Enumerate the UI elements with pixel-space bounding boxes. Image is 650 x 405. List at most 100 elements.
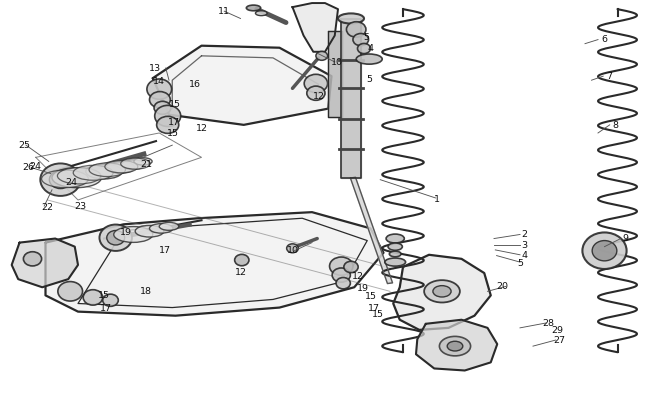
Polygon shape: [416, 320, 497, 371]
Ellipse shape: [23, 252, 42, 266]
Ellipse shape: [57, 168, 101, 185]
Ellipse shape: [389, 252, 401, 257]
Text: 4: 4: [367, 44, 374, 53]
Text: 9: 9: [622, 233, 629, 242]
Ellipse shape: [304, 75, 328, 94]
Ellipse shape: [358, 44, 370, 54]
Ellipse shape: [344, 262, 358, 273]
Ellipse shape: [246, 6, 261, 12]
Ellipse shape: [433, 286, 451, 297]
Text: 12: 12: [196, 124, 207, 132]
Ellipse shape: [159, 223, 179, 231]
Ellipse shape: [52, 168, 101, 188]
Text: 10: 10: [331, 58, 343, 66]
Text: 2: 2: [521, 230, 528, 239]
Polygon shape: [153, 47, 332, 126]
Ellipse shape: [386, 234, 404, 243]
Ellipse shape: [86, 165, 122, 179]
Ellipse shape: [99, 225, 132, 251]
Polygon shape: [328, 32, 342, 117]
Text: 17: 17: [159, 246, 170, 255]
Ellipse shape: [73, 166, 113, 181]
Ellipse shape: [336, 278, 350, 289]
Text: 15: 15: [169, 100, 181, 109]
Text: 23: 23: [75, 201, 86, 210]
Ellipse shape: [122, 160, 145, 170]
Text: 24: 24: [66, 178, 77, 187]
Ellipse shape: [150, 224, 173, 234]
Ellipse shape: [157, 117, 179, 134]
Text: 27: 27: [553, 335, 565, 344]
Text: 3: 3: [521, 240, 528, 249]
Text: 19: 19: [120, 227, 132, 236]
Text: 4: 4: [521, 250, 528, 259]
Text: 17: 17: [168, 118, 180, 127]
Text: 26: 26: [23, 162, 34, 171]
Text: 19: 19: [357, 283, 369, 292]
Ellipse shape: [447, 341, 463, 351]
Ellipse shape: [147, 80, 172, 100]
Text: 1: 1: [434, 195, 440, 204]
Text: 5: 5: [363, 33, 369, 42]
Text: 15: 15: [372, 309, 384, 318]
Ellipse shape: [83, 290, 103, 305]
Ellipse shape: [338, 14, 364, 25]
Text: 6: 6: [601, 35, 608, 44]
Text: 12: 12: [235, 267, 246, 276]
Polygon shape: [393, 255, 491, 330]
Text: 17: 17: [100, 303, 112, 312]
Ellipse shape: [135, 226, 164, 237]
Text: 5: 5: [517, 258, 523, 267]
Text: 18: 18: [140, 286, 152, 295]
Ellipse shape: [155, 106, 181, 127]
Ellipse shape: [89, 164, 125, 177]
Ellipse shape: [235, 255, 249, 266]
Ellipse shape: [134, 158, 152, 166]
Polygon shape: [292, 4, 338, 53]
Ellipse shape: [353, 34, 369, 47]
Ellipse shape: [346, 23, 366, 38]
Text: 24: 24: [30, 162, 42, 171]
Text: 10: 10: [287, 246, 298, 255]
Text: 11: 11: [218, 7, 230, 16]
Ellipse shape: [388, 243, 402, 251]
Ellipse shape: [592, 241, 617, 261]
Polygon shape: [350, 178, 393, 284]
Text: 5: 5: [366, 75, 372, 83]
Ellipse shape: [316, 52, 328, 61]
Ellipse shape: [121, 159, 150, 170]
Ellipse shape: [307, 87, 325, 101]
Text: 16: 16: [189, 80, 201, 89]
Ellipse shape: [107, 231, 125, 245]
Text: 8: 8: [612, 120, 619, 129]
Ellipse shape: [332, 269, 350, 283]
Ellipse shape: [49, 171, 72, 189]
Text: 21: 21: [140, 160, 152, 168]
Ellipse shape: [582, 233, 627, 269]
Text: 28: 28: [542, 318, 554, 327]
Text: 25: 25: [19, 141, 31, 149]
Ellipse shape: [255, 12, 267, 17]
Polygon shape: [12, 239, 78, 288]
Text: 20: 20: [496, 281, 508, 290]
Ellipse shape: [439, 337, 471, 356]
Polygon shape: [46, 213, 384, 316]
Ellipse shape: [105, 161, 138, 173]
Ellipse shape: [356, 55, 382, 65]
Ellipse shape: [103, 294, 118, 307]
Text: 15: 15: [167, 129, 179, 138]
Text: 14: 14: [153, 77, 164, 85]
Polygon shape: [341, 20, 361, 178]
Text: 22: 22: [41, 202, 53, 211]
Ellipse shape: [424, 280, 460, 303]
Text: 15: 15: [365, 291, 376, 300]
Ellipse shape: [42, 171, 88, 188]
Ellipse shape: [287, 244, 298, 253]
Text: 13: 13: [149, 64, 161, 72]
Ellipse shape: [58, 282, 83, 301]
Text: 12: 12: [313, 92, 324, 101]
Ellipse shape: [106, 162, 135, 174]
Text: 15: 15: [98, 290, 110, 299]
Text: 7: 7: [606, 72, 612, 81]
Ellipse shape: [114, 227, 153, 243]
